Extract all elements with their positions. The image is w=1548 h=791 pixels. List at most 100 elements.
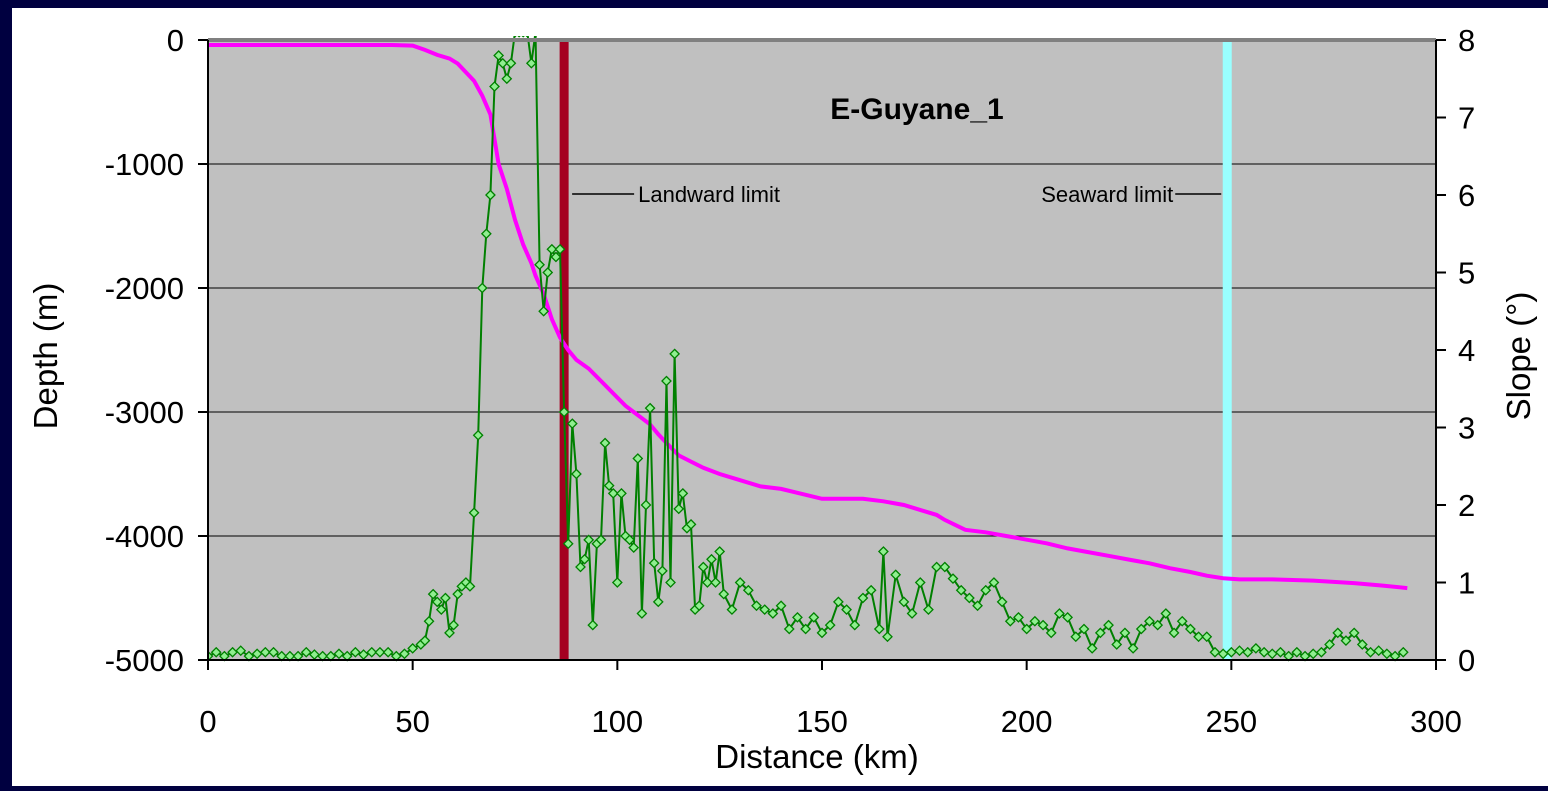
- slope-point: [333, 648, 345, 660]
- x-tick-label: 250: [1205, 704, 1257, 739]
- slope-point: [493, 50, 505, 61]
- y2-tick-label: 2: [1458, 488, 1475, 523]
- y-tick-label: -3000: [105, 395, 184, 430]
- x-tick-label: 0: [199, 704, 216, 739]
- slope-point: [570, 468, 582, 480]
- slope-point: [972, 600, 983, 612]
- slope-point: [914, 577, 926, 588]
- slope-point: [701, 577, 713, 588]
- slope-point: [882, 631, 893, 643]
- slope-point: [800, 623, 812, 635]
- slope-point: [448, 619, 460, 631]
- slope-point: [656, 565, 668, 577]
- slope-point: [849, 619, 861, 631]
- slope-point: [783, 623, 795, 635]
- slope-point: [947, 573, 959, 585]
- slope-point: [1037, 619, 1049, 631]
- slope-point: [1053, 608, 1065, 619]
- slope-point: [759, 604, 771, 616]
- slope-point: [648, 557, 660, 569]
- y2-tick-label: 1: [1458, 566, 1475, 601]
- slope-point: [632, 453, 644, 464]
- slope-point: [1029, 615, 1041, 627]
- slope-point: [697, 561, 709, 573]
- slope-point: [419, 635, 431, 647]
- slope-point: [259, 646, 271, 658]
- slope-point: [1070, 631, 1082, 643]
- slope-point: [1045, 627, 1057, 639]
- slope-point: [435, 604, 447, 616]
- slope-point: [1152, 619, 1164, 631]
- slope-point: [476, 282, 488, 294]
- slope-point: [832, 596, 844, 608]
- slope-point: [444, 627, 455, 639]
- slope-point: [607, 487, 619, 499]
- slope-point: [382, 646, 394, 658]
- slope-point: [1193, 631, 1205, 643]
- slope-point: [775, 600, 787, 612]
- slope-point: [1135, 623, 1147, 635]
- y2-tick-label: 7: [1458, 101, 1475, 136]
- slope-point: [1324, 639, 1335, 650]
- slope-point: [841, 604, 852, 616]
- slope-point: [652, 596, 664, 608]
- slope-point: [427, 588, 439, 600]
- slope-point: [865, 584, 877, 596]
- slope-point: [1258, 646, 1270, 658]
- axes: 0 50 100 150 200 250 3000-1000-2000-3000-4000-…: [105, 23, 1476, 739]
- series-layer: [208, 36, 1409, 662]
- slope-point: [439, 592, 451, 604]
- slope-point: [1103, 619, 1114, 631]
- slope-point: [718, 588, 730, 600]
- slope-point: [533, 36, 538, 38]
- slope-point: [349, 646, 361, 658]
- slope-point: [726, 604, 738, 616]
- slope-point: [558, 406, 570, 418]
- slope-point: [468, 507, 480, 519]
- slope-point: [575, 561, 586, 573]
- slope-point: [1315, 646, 1327, 658]
- slope-point: [685, 518, 697, 530]
- slope-point: [1004, 615, 1016, 627]
- slope-point: [1373, 645, 1385, 657]
- slope-point: [1397, 646, 1409, 658]
- slope-point: [767, 608, 779, 619]
- x-tick-label: 150: [796, 704, 848, 739]
- slope-point: [538, 305, 550, 317]
- slope-point: [955, 584, 967, 596]
- slope-point: [751, 600, 762, 612]
- slope-point: [1332, 627, 1344, 639]
- slope-point: [1144, 615, 1155, 627]
- slope-point: [374, 646, 386, 658]
- slope-point: [525, 57, 537, 69]
- slope-point: [931, 561, 943, 573]
- slope-point: [636, 608, 648, 619]
- slope-point: [808, 611, 820, 623]
- slope-point: [399, 648, 410, 660]
- slope-point: [996, 596, 1008, 608]
- slope-point: [628, 542, 640, 554]
- slope-point: [1184, 623, 1196, 635]
- slope-point: [906, 608, 918, 619]
- slope-point: [816, 627, 828, 639]
- depth-series-line: [208, 43, 1408, 591]
- slope-point: [1160, 608, 1172, 619]
- slope-point: [624, 534, 636, 546]
- slope-point: [595, 534, 607, 546]
- chart-svg: Landward limit Seaward limit 0 50 100 150 200…: [27, 23, 1537, 775]
- slope-point: [640, 499, 652, 511]
- slope-point: [464, 580, 476, 592]
- slope-point: [525, 36, 529, 38]
- slope-point: [1275, 646, 1286, 658]
- slope-point: [1062, 611, 1074, 623]
- slope-point: [513, 36, 517, 38]
- slope-point: [644, 402, 656, 414]
- slope-point: [1111, 639, 1123, 650]
- slope-point: [1168, 627, 1180, 639]
- slope-point: [534, 259, 545, 271]
- slope-point: [677, 487, 689, 499]
- slope-point: [501, 73, 513, 85]
- slope-point: [1234, 645, 1245, 657]
- y-tick-label: -2000: [105, 271, 184, 306]
- y-tick-label: -4000: [105, 519, 184, 554]
